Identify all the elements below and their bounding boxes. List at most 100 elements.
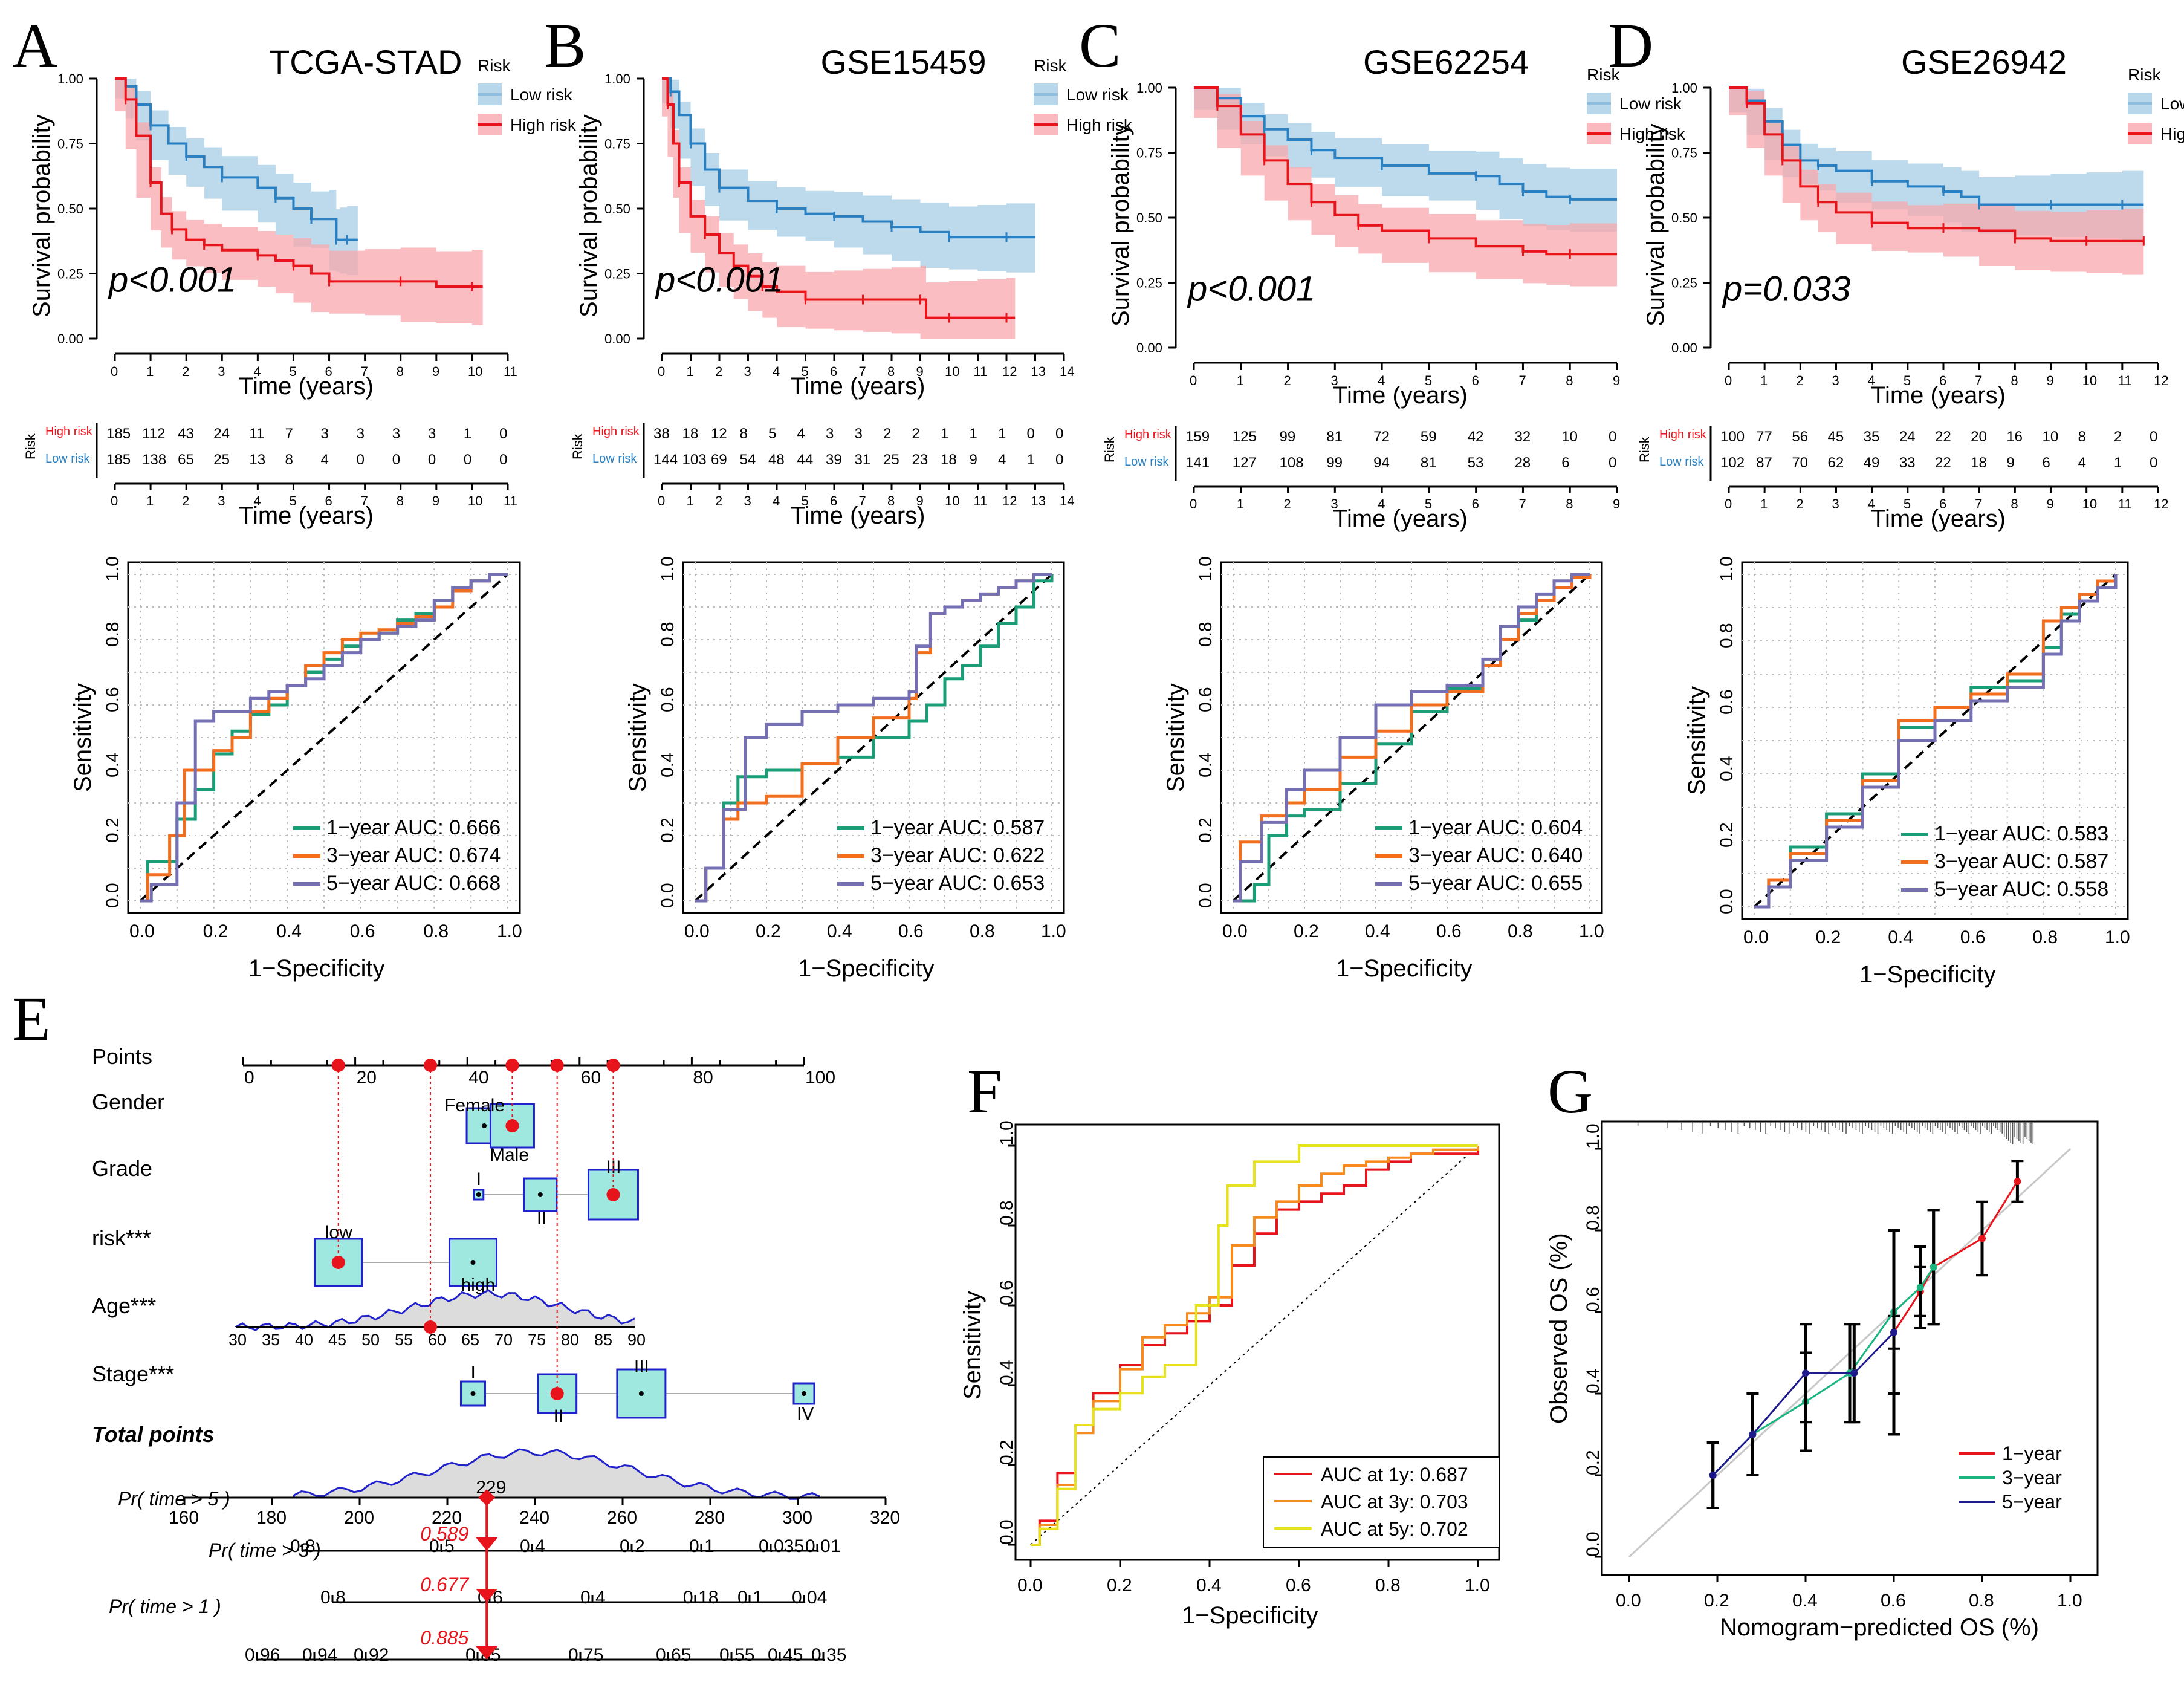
grade-label-III: III — [606, 1157, 621, 1177]
roc-x-tick-label: 0.6 — [350, 921, 375, 941]
roc-y-tick-label: 0.8 — [997, 1200, 1017, 1226]
risk-count-high: 20 — [1971, 429, 1987, 445]
pr1-tick-label: 0.96 — [245, 1645, 280, 1665]
km-y-title: Survival probability — [1107, 123, 1134, 326]
risk-count-low: 18 — [1971, 455, 1987, 471]
risk-count-low: 49 — [1864, 455, 1880, 471]
roc-y-tick-label: 0.2 — [1717, 822, 1737, 848]
risk-count-low: 0 — [392, 452, 400, 468]
risk-table-x-tick-label: 1 — [687, 493, 694, 508]
prediction-arrow — [476, 1646, 498, 1660]
cal-point — [1978, 1235, 1986, 1242]
pr3-tick-label: 0.04 — [792, 1588, 827, 1608]
roc-x-tick-label: 1.0 — [1579, 921, 1604, 941]
panel-letter: F — [967, 1057, 1002, 1126]
legend-high-label: High risk — [510, 115, 577, 134]
km-x-tick-label: 10 — [945, 364, 959, 379]
legend-low-band — [2128, 93, 2152, 114]
risk-table-axis-title: Risk — [23, 433, 38, 459]
risk-count-high: 1 — [941, 426, 948, 442]
age-tick-label: 65 — [461, 1331, 479, 1349]
p-value: p<0.001 — [108, 261, 236, 300]
km-y-tick-label: 0.00 — [604, 331, 630, 346]
cal-line-1y — [1893, 1181, 2018, 1333]
stage-label-I: I — [470, 1363, 475, 1383]
roc-x-tick-label: 0.0 — [1743, 927, 1769, 947]
pr1-tick-label: 0.45 — [768, 1645, 803, 1665]
cal-y-title: Observed OS (%) — [1546, 1233, 1572, 1424]
risk-count-high: 2 — [2114, 429, 2122, 445]
roc-x-title: 1−Specificity — [1859, 961, 1996, 988]
total-points-tick-label: 300 — [782, 1508, 812, 1528]
panel-E-nomogram: E Points Gender Grade risk*** Age*** Stage*** T… — [12, 984, 900, 1665]
cal-point — [1802, 1369, 1809, 1377]
roc-legend-label: AUC at 5y: 0.702 — [1321, 1518, 1468, 1540]
km-y-tick-label: 0.75 — [1136, 146, 1162, 161]
roc-x-tick-label: 0.6 — [1286, 1576, 1311, 1596]
km-y-tick-label: 0.25 — [1671, 276, 1697, 291]
roc-y-tick-label: 1.0 — [103, 556, 123, 582]
risk-table-high-label: High risk — [1124, 428, 1172, 441]
selected-points-dot — [331, 1059, 345, 1072]
roc-x-tick-label: 0.2 — [1107, 1576, 1132, 1596]
roc-y-tick-label: 1.0 — [997, 1120, 1017, 1146]
low-risk-curve — [662, 77, 1035, 239]
risk-count-low: 13 — [249, 452, 265, 468]
km-y-title: Survival probability — [575, 114, 602, 317]
km-x-tick-label: 12 — [2154, 373, 2168, 388]
risk-count-high: 10 — [1561, 429, 1578, 445]
pr1-tick-label: 0.35 — [811, 1645, 846, 1665]
risk-table-x-tick-label: 6 — [1472, 496, 1479, 511]
roc-x-tick-label: 1.0 — [2105, 927, 2130, 947]
km-x-title: Time (years) — [791, 373, 925, 400]
roc-x-tick-label: 0.8 — [1508, 921, 1533, 941]
nomogram-row-label: Stage*** — [92, 1362, 174, 1386]
total-points-tick-label: 260 — [607, 1508, 637, 1528]
risk-count-high: 4 — [797, 426, 805, 442]
panel-G-calibration: G 0.0 0.0 0.2 0.2 0.4 0.4 0.6 0.6 0.8 0.8 1.0 1.0 Obs… — [1546, 1057, 2099, 1641]
roc-curve-5y — [1233, 573, 1590, 903]
risk-count-low: 102 — [1720, 455, 1745, 471]
points-tick-label: 100 — [805, 1068, 835, 1088]
nomogram-row-label: Pr( time > 5 ) — [118, 1488, 230, 1510]
selected-value-dot — [331, 1256, 345, 1269]
roc-y-tick-label: 0.6 — [1196, 687, 1216, 712]
nomogram-row-label: Points — [92, 1044, 152, 1069]
total-density-curve — [293, 1448, 820, 1500]
km-x-tick-label: 6 — [325, 364, 332, 379]
km-y-tick-label: 0.75 — [57, 137, 83, 152]
risk-count-high: 99 — [1280, 429, 1296, 445]
pr1-tick-label: 0.92 — [354, 1645, 389, 1665]
km-x-tick-label: 6 — [1939, 373, 1946, 388]
nomogram-box-center — [476, 1192, 481, 1197]
roc-y-tick-label: 0.0 — [103, 883, 123, 908]
risk-count-high: 10 — [2043, 429, 2059, 445]
roc-x-tick-label: 0.4 — [1888, 927, 1913, 947]
risk-table-x-tick-label: 7 — [1975, 496, 1982, 511]
total-points-tick-label: 240 — [519, 1508, 549, 1528]
risk-count-low: 6 — [1561, 455, 1569, 471]
risk-table-x-tick-label: 6 — [1939, 496, 1946, 511]
km-x-tick-label: 8 — [397, 364, 404, 379]
points-tick-label: 60 — [581, 1068, 601, 1088]
age-tick-label: 35 — [262, 1331, 280, 1349]
roc-curve-3y — [140, 573, 508, 903]
risk-count-low: 103 — [682, 452, 707, 468]
risk-count-high: 3 — [855, 426, 863, 442]
roc-y-title: Sensitivity — [1162, 683, 1189, 792]
km-x-tick-label: 4 — [1378, 373, 1385, 388]
cal-point — [1930, 1263, 1937, 1271]
panel-letter: B — [544, 11, 586, 80]
risk-count-high: 18 — [682, 426, 699, 442]
roc-y-tick-label: 0.8 — [658, 622, 678, 647]
roc-x-tick-label: 0.4 — [1365, 921, 1390, 941]
km-x-tick-label: 11 — [504, 364, 517, 379]
risk-count-high: 0 — [2150, 429, 2157, 445]
roc-y-tick-label: 0.8 — [103, 622, 123, 647]
cal-x-tick-label: 0.2 — [1704, 1591, 1729, 1611]
roc-legend-label: 5−year AUC: 0.668 — [326, 872, 501, 895]
km-y-title: Survival probability — [28, 114, 55, 317]
km-x-tick-label: 4 — [253, 364, 261, 379]
